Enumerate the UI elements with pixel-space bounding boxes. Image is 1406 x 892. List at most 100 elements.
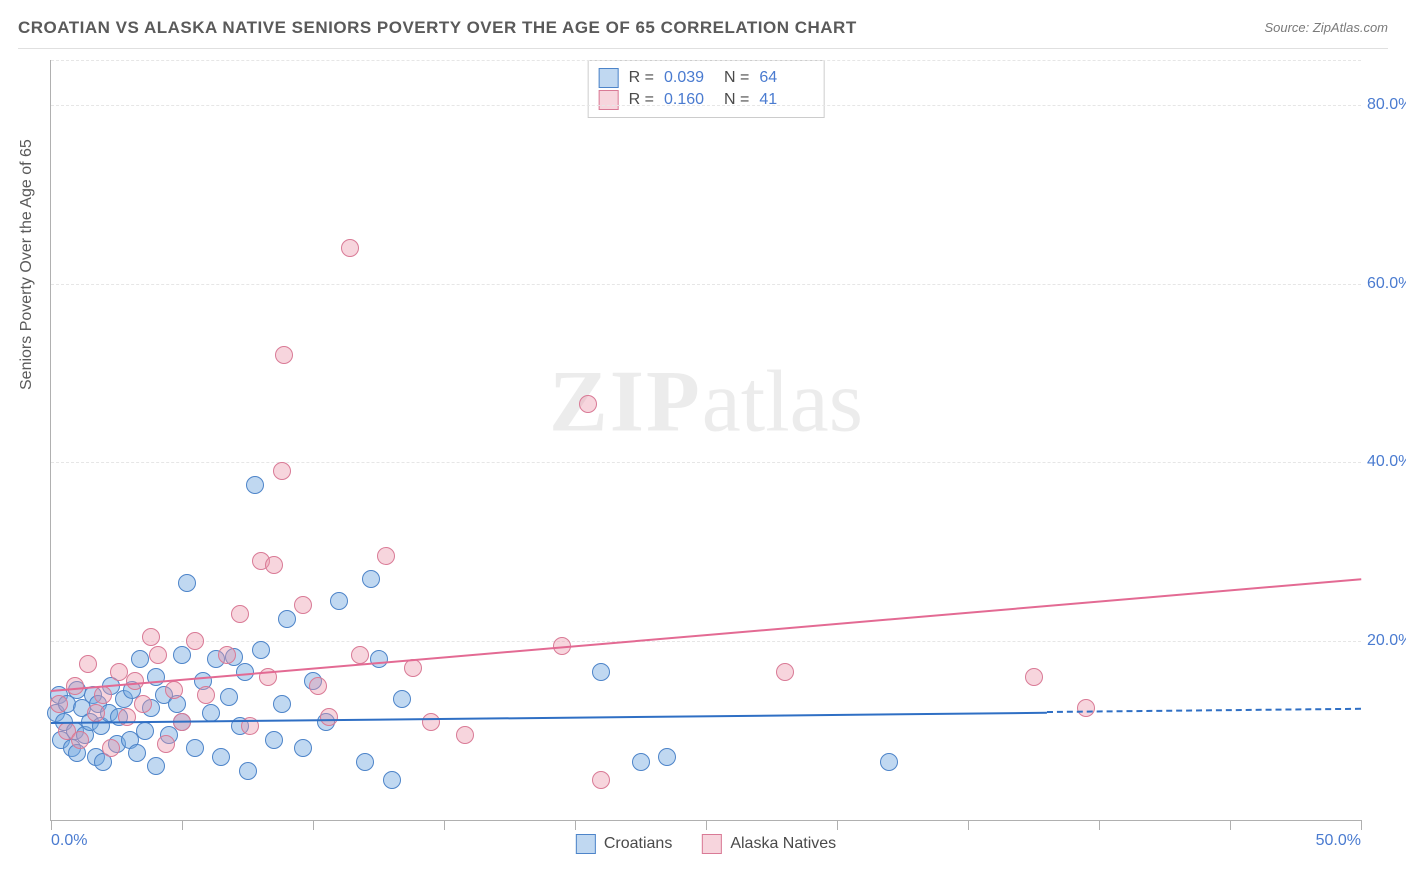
data-point — [186, 632, 204, 650]
data-point — [776, 663, 794, 681]
chart-source: Source: ZipAtlas.com — [1264, 20, 1388, 35]
data-point — [393, 690, 411, 708]
data-point — [265, 556, 283, 574]
data-point — [294, 596, 312, 614]
chart-title: CROATIAN VS ALASKA NATIVE SENIORS POVERT… — [18, 18, 857, 37]
stat-legend-row: R = 0.039 N = 64 — [599, 67, 810, 89]
n-value: 41 — [759, 89, 809, 111]
r-label: R = — [629, 89, 654, 111]
gridline — [51, 105, 1361, 106]
x-tick — [51, 820, 53, 830]
data-point — [278, 610, 296, 628]
data-point — [370, 650, 388, 668]
data-point — [880, 753, 898, 771]
n-label: N = — [724, 89, 749, 111]
legend-swatch — [702, 834, 722, 854]
data-point — [377, 547, 395, 565]
data-point — [632, 753, 650, 771]
data-point — [658, 748, 676, 766]
x-tick-label: 50.0% — [1316, 832, 1361, 850]
data-point — [1025, 668, 1043, 686]
data-point — [131, 650, 149, 668]
x-tick — [837, 820, 839, 830]
r-value: 0.160 — [664, 89, 714, 111]
data-point — [165, 681, 183, 699]
data-point — [50, 695, 68, 713]
legend-swatch — [599, 90, 619, 110]
data-point — [294, 739, 312, 757]
data-point — [273, 462, 291, 480]
gridline — [51, 284, 1361, 285]
n-value: 64 — [759, 67, 809, 89]
data-point — [186, 739, 204, 757]
data-point — [309, 677, 327, 695]
data-point — [275, 346, 293, 364]
data-point — [157, 735, 175, 753]
data-point — [351, 646, 369, 664]
data-point — [134, 695, 152, 713]
data-point — [71, 731, 89, 749]
data-point — [197, 686, 215, 704]
legend-swatch — [599, 68, 619, 88]
x-tick-label: 0.0% — [51, 832, 87, 850]
data-point — [592, 663, 610, 681]
data-point — [273, 695, 291, 713]
x-tick — [313, 820, 315, 830]
x-tick — [706, 820, 708, 830]
data-point — [383, 771, 401, 789]
x-tick — [968, 820, 970, 830]
data-point — [102, 739, 120, 757]
series-label: Croatians — [604, 835, 672, 853]
r-value: 0.039 — [664, 67, 714, 89]
data-point — [265, 731, 283, 749]
chart-plot-area: ZIPatlas R =0.039N =64R =0.160N =41 Croa… — [50, 60, 1361, 821]
y-tick-label: 80.0% — [1367, 96, 1406, 114]
gridline — [51, 462, 1361, 463]
y-tick-label: 20.0% — [1367, 632, 1406, 650]
x-tick — [1099, 820, 1101, 830]
y-tick-label: 40.0% — [1367, 453, 1406, 471]
series-legend-item: Croatians — [576, 834, 672, 854]
gridline — [51, 641, 1361, 642]
data-point — [356, 753, 374, 771]
data-point — [136, 722, 154, 740]
x-tick — [1361, 820, 1363, 830]
data-point — [220, 688, 238, 706]
data-point — [231, 605, 249, 623]
x-tick — [444, 820, 446, 830]
stat-legend: R = 0.039 N = 64 R = 0.160 N = 41 — [588, 60, 825, 118]
data-point — [592, 771, 610, 789]
data-point — [239, 762, 257, 780]
series-legend-item: Alaska Natives — [702, 834, 836, 854]
stat-legend-row: R = 0.160 N = 41 — [599, 89, 810, 111]
data-point — [330, 592, 348, 610]
data-point — [66, 677, 84, 695]
data-point — [212, 748, 230, 766]
r-label: R = — [629, 67, 654, 89]
data-point — [252, 641, 270, 659]
data-point — [1077, 699, 1095, 717]
legend-swatch — [576, 834, 596, 854]
n-label: N = — [724, 67, 749, 89]
data-point — [320, 708, 338, 726]
watermark-bold: ZIP — [549, 354, 702, 451]
data-point — [128, 744, 146, 762]
data-point — [147, 757, 165, 775]
series-label: Alaska Natives — [730, 835, 836, 853]
chart-header: CROATIAN VS ALASKA NATIVE SENIORS POVERT… — [18, 18, 1388, 49]
data-point — [579, 395, 597, 413]
data-point — [149, 646, 167, 664]
x-tick — [182, 820, 184, 830]
data-point — [246, 476, 264, 494]
watermark-rest: atlas — [702, 354, 863, 451]
data-point — [422, 713, 440, 731]
trend-line — [51, 711, 1047, 723]
series-legend: Croatians Alaska Natives — [576, 834, 836, 854]
y-axis-label: Seniors Poverty Over the Age of 65 — [18, 139, 36, 390]
data-point — [173, 646, 191, 664]
x-tick — [1230, 820, 1232, 830]
data-point — [142, 628, 160, 646]
data-point — [362, 570, 380, 588]
data-point — [87, 704, 105, 722]
data-point — [202, 704, 220, 722]
